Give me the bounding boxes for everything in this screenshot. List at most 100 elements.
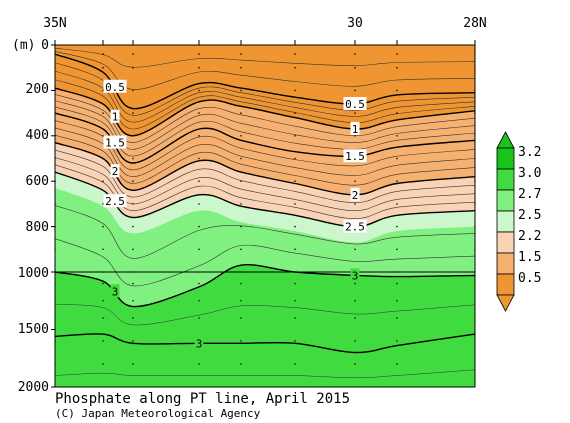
sample-dot bbox=[294, 203, 296, 205]
y-tick-label: 1000 bbox=[18, 266, 49, 281]
sample-dot bbox=[354, 299, 356, 302]
sample-dot bbox=[354, 112, 356, 114]
sample-dot bbox=[354, 53, 356, 55]
sample-dot bbox=[102, 66, 104, 69]
minor-contour bbox=[55, 164, 475, 220]
minor-contour bbox=[55, 62, 475, 116]
contour-label: 3 bbox=[112, 285, 119, 298]
sample-dot bbox=[102, 180, 104, 182]
sample-dot bbox=[102, 135, 104, 137]
sample-dot bbox=[396, 299, 398, 302]
sample-dot bbox=[396, 340, 398, 342]
credit-text: (C) Japan Meteorological Agency bbox=[55, 407, 261, 420]
sample-dot bbox=[294, 135, 296, 137]
sample-dot bbox=[198, 112, 200, 114]
sample-dot bbox=[396, 53, 398, 55]
minor-contour bbox=[55, 134, 475, 186]
sample-dot bbox=[132, 340, 134, 342]
sample-dot bbox=[132, 112, 134, 114]
sample-dot bbox=[294, 282, 296, 285]
sample-dot bbox=[354, 340, 356, 342]
contour-label-bg bbox=[103, 135, 127, 149]
contour-label-bg bbox=[350, 121, 360, 135]
colorbar-segment bbox=[496, 147, 515, 170]
sample-dot bbox=[294, 89, 296, 92]
minor-contour bbox=[55, 51, 475, 90]
sample-dot bbox=[240, 248, 242, 251]
sample-dot bbox=[396, 363, 398, 365]
colorbar-bottom-arrow bbox=[496, 294, 515, 312]
sample-dot bbox=[240, 66, 242, 69]
sample-dot bbox=[198, 203, 200, 205]
band-2-2.5 bbox=[55, 142, 475, 227]
sample-dot bbox=[132, 363, 134, 365]
minor-contour bbox=[55, 100, 475, 150]
y-tick-label: 2000 bbox=[18, 380, 49, 395]
y-tick-label: 0 bbox=[41, 38, 49, 53]
sample-dot bbox=[294, 53, 296, 55]
sample-dot bbox=[240, 271, 242, 273]
sample-dot bbox=[354, 135, 356, 137]
contour-label: 0.5 bbox=[105, 81, 125, 94]
sample-dot bbox=[396, 225, 398, 228]
contour-label: 3 bbox=[352, 269, 359, 282]
band-2.5-2.7 bbox=[55, 172, 475, 243]
sample-dot bbox=[198, 282, 200, 285]
sample-dot bbox=[396, 135, 398, 137]
y-tick-label: 800 bbox=[26, 220, 49, 235]
sample-dot bbox=[132, 248, 134, 251]
sample-dot bbox=[198, 135, 200, 137]
sample-dot bbox=[294, 340, 296, 342]
sample-dot bbox=[198, 157, 200, 160]
sample-dot bbox=[198, 89, 200, 92]
sample-dot bbox=[240, 157, 242, 160]
colorbar-label: 1.5 bbox=[518, 250, 541, 265]
chart-title: Phosphate along PT line, April 2015 bbox=[55, 391, 350, 407]
contour-label-bg bbox=[110, 109, 120, 123]
sample-dot bbox=[132, 89, 134, 92]
minor-contour bbox=[55, 70, 475, 123]
colorbar-segment bbox=[496, 252, 515, 275]
contour-label: 1 bbox=[352, 123, 359, 136]
sample-dot bbox=[294, 180, 296, 182]
y-tick-label: 200 bbox=[26, 82, 49, 97]
sample-dot bbox=[354, 248, 356, 251]
contour-label-bg bbox=[350, 187, 360, 201]
contour-label: 2.5 bbox=[105, 195, 125, 208]
colorbar: 3.2 3.0 2.7 2.5 2.2 1.5 0.5 bbox=[496, 131, 541, 312]
sample-dot bbox=[198, 66, 200, 69]
contour-label-bg bbox=[343, 149, 367, 163]
contour-label: 3 bbox=[196, 337, 203, 350]
minor-contour bbox=[55, 120, 475, 171]
sample-dot bbox=[396, 282, 398, 285]
colorbar-label: 2.5 bbox=[518, 208, 541, 223]
contour-label-bg bbox=[103, 194, 127, 208]
axis-ticks bbox=[51, 40, 476, 388]
contour-label-bg bbox=[343, 219, 367, 233]
contour-label: 2 bbox=[112, 165, 119, 178]
colorbar-label: 3.0 bbox=[518, 166, 541, 181]
contour-label-bg bbox=[350, 268, 360, 282]
sample-dot bbox=[294, 248, 296, 251]
sample-dot bbox=[396, 89, 398, 92]
sample-dot bbox=[354, 317, 356, 319]
sample-dot bbox=[354, 89, 356, 92]
sample-dot bbox=[240, 299, 242, 302]
sample-dot bbox=[240, 112, 242, 114]
sample-dot bbox=[294, 225, 296, 228]
y-unit-label: (m) bbox=[12, 38, 35, 53]
sample-dot bbox=[102, 248, 104, 251]
sample-dot bbox=[132, 157, 134, 160]
sample-dot bbox=[198, 271, 200, 273]
sample-dot bbox=[198, 299, 200, 302]
sample-dot bbox=[396, 66, 398, 69]
minor-contour bbox=[55, 205, 475, 259]
sample-dot bbox=[132, 135, 134, 137]
sample-dot bbox=[240, 53, 242, 55]
contour-3 bbox=[55, 333, 475, 354]
sample-dot bbox=[240, 203, 242, 205]
minor-contour bbox=[55, 79, 475, 130]
sample-dot bbox=[240, 225, 242, 228]
sample-dot bbox=[132, 299, 134, 302]
